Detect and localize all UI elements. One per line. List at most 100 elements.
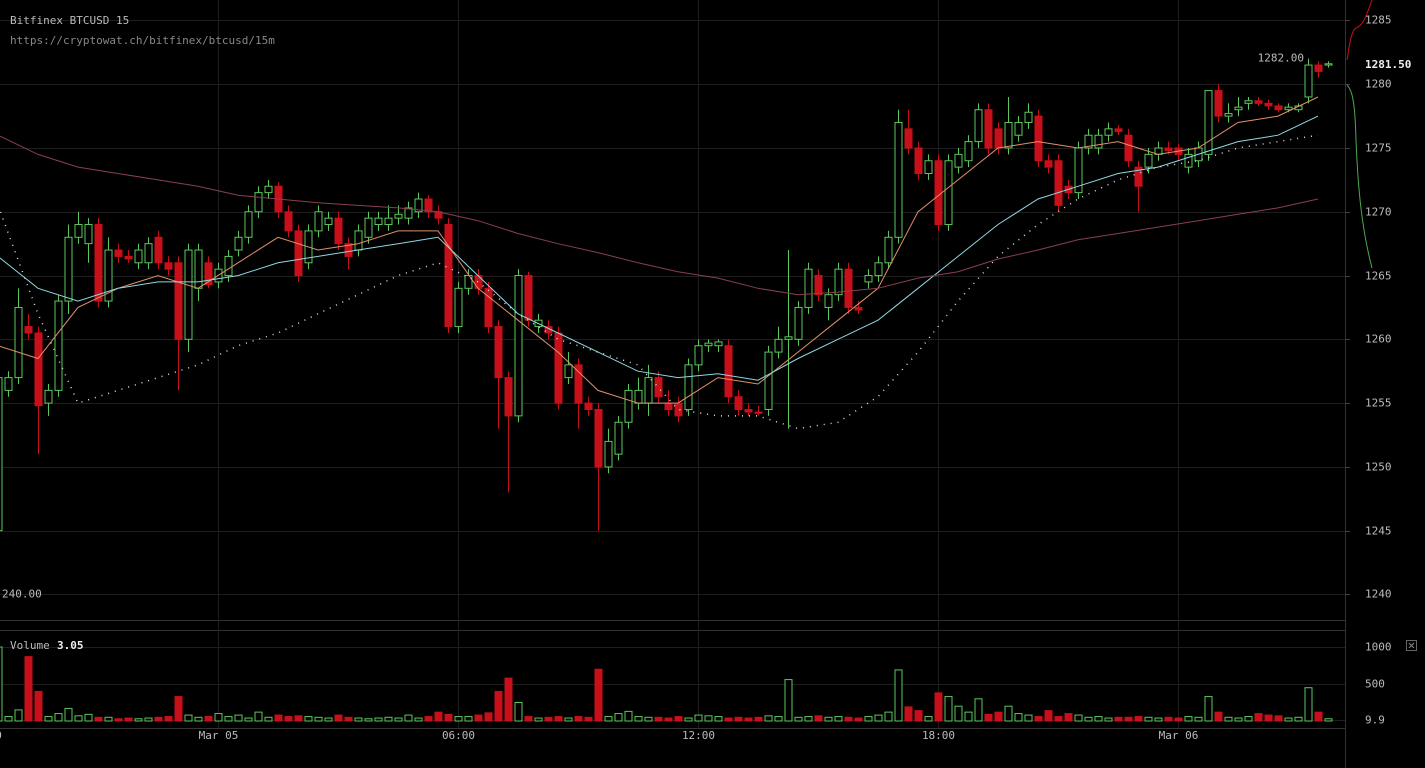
candle-body <box>0 377 3 532</box>
candle-body <box>604 440 613 468</box>
candle-body <box>574 364 583 404</box>
candle-body <box>804 268 813 308</box>
candle-body <box>654 377 663 398</box>
volume-bar <box>44 716 53 722</box>
candle-body <box>714 341 723 347</box>
volume-bar <box>964 711 973 722</box>
volume-bar <box>134 718 143 722</box>
candle-body <box>414 198 423 213</box>
candle-body <box>1084 134 1093 149</box>
volume-bar <box>814 715 823 722</box>
candle-body <box>584 402 593 411</box>
volume-bar <box>844 716 853 722</box>
volume-bar <box>464 716 473 722</box>
depth-bids <box>1346 84 1373 269</box>
close-icon <box>1408 642 1415 649</box>
volume-bar <box>1184 716 1193 722</box>
volume-bar <box>64 707 73 722</box>
candle-body <box>974 109 983 143</box>
candle-body <box>424 198 433 213</box>
volume-bar <box>784 679 793 722</box>
candle-body <box>504 377 513 417</box>
candle-body <box>484 287 493 328</box>
volume-bar <box>554 716 563 722</box>
candle-body <box>24 326 33 334</box>
candle-body <box>744 409 753 413</box>
volume-label: Volume <box>10 639 50 652</box>
volume-bar <box>1134 716 1143 722</box>
volume-bar <box>404 714 413 722</box>
y-tick-label: 1245 <box>1365 525 1392 538</box>
candle-body <box>1244 100 1253 104</box>
candle-body <box>134 249 143 264</box>
volume-bar <box>4 716 13 722</box>
volume-bar <box>1264 714 1273 722</box>
volume-bar <box>1294 716 1303 722</box>
volume-bar <box>74 715 83 722</box>
volume-bar <box>834 716 843 722</box>
candle-body <box>1124 134 1133 162</box>
close-button[interactable] <box>1406 640 1417 651</box>
volume-bar <box>1304 687 1313 722</box>
x-tick-label: Mar 05 <box>199 729 239 742</box>
volume-bar <box>284 716 293 722</box>
candle-body <box>1264 102 1273 107</box>
candle-body <box>54 300 63 391</box>
candle-body <box>494 326 503 379</box>
volume-bar <box>934 692 943 722</box>
volume-bar <box>184 714 193 722</box>
candle-body <box>764 351 773 411</box>
candle-body <box>914 147 923 174</box>
candle-body <box>404 207 413 219</box>
volume-bar <box>794 716 803 722</box>
candle-body <box>864 275 873 283</box>
candle-body <box>664 402 673 411</box>
volume-bar <box>124 717 133 722</box>
volume-bar <box>804 716 813 722</box>
low-label: 240.00 <box>2 587 42 600</box>
candle-body <box>1184 153 1193 168</box>
candle-body <box>254 192 263 213</box>
y-tick-label: 1285 <box>1365 14 1392 27</box>
candle-body <box>394 213 403 219</box>
volume-bar <box>1284 717 1293 722</box>
volume-bar <box>674 716 683 722</box>
high-label: 1282.00 <box>1258 52 1304 65</box>
candle-body <box>874 262 883 277</box>
candle-body <box>114 249 123 257</box>
volume-bar <box>714 716 723 722</box>
volume-bar <box>354 717 363 722</box>
volume-bar <box>624 710 633 722</box>
volume-bar <box>434 711 443 722</box>
candle-body <box>634 389 643 404</box>
candle-body <box>834 268 843 296</box>
volume-bar <box>364 718 373 722</box>
candle-body <box>1164 147 1173 152</box>
candle-body <box>44 389 53 404</box>
candle-body <box>164 262 173 270</box>
volume-bar <box>84 713 93 722</box>
x-tick-label: Mar 06 <box>1159 729 1199 742</box>
volume-bar <box>294 715 303 722</box>
candle-body <box>554 332 563 404</box>
volume-bar <box>1084 716 1093 722</box>
candle-body <box>644 377 653 404</box>
candle-body <box>384 217 393 226</box>
last-price: 1281.50 <box>1365 58 1411 71</box>
candle-body <box>184 249 193 340</box>
candle-body <box>674 402 683 417</box>
volume-bar <box>1314 711 1323 722</box>
candle-body <box>1324 63 1333 66</box>
volume-bar <box>14 709 23 722</box>
candle-body <box>1314 64 1323 72</box>
volume-bar <box>744 717 753 722</box>
candle-body <box>1014 121 1023 136</box>
volume-bar <box>894 669 903 722</box>
volume-bar <box>734 716 743 722</box>
candle-body <box>944 160 953 226</box>
volume-bar <box>534 717 543 722</box>
chart-title: Bitfinex BTCUSD 15 <box>10 14 129 27</box>
volume-bar <box>974 698 983 722</box>
